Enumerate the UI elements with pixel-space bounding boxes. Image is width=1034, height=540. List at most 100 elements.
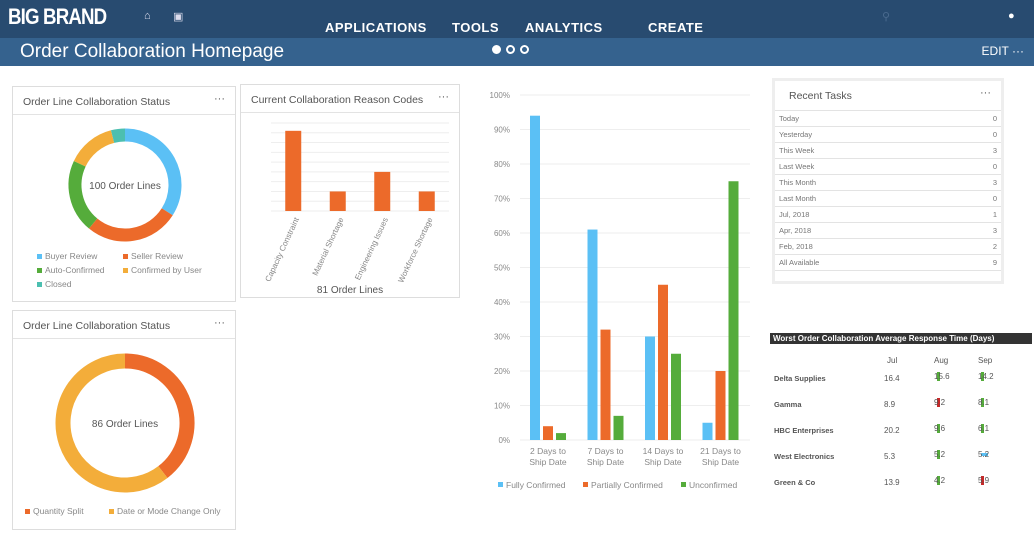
legend-swatch — [25, 509, 30, 515]
down-arrow-icon — [981, 372, 984, 382]
ship-date-chart: 0% 10% 20% 30% 40% 50% 60% 70% 80% 90% 100% 2 Days … — [490, 91, 750, 490]
x-tick-label: Engineering Issues — [353, 216, 390, 281]
x-tick-label: Ship Date — [587, 457, 625, 467]
nav-create[interactable]: CREATE — [648, 20, 704, 35]
task-count: 0 — [955, 190, 1001, 208]
legend-swatch — [681, 482, 686, 487]
pager-dot[interactable] — [492, 45, 501, 54]
value-sep: 14.2 — [978, 372, 994, 381]
nav-applications[interactable]: APPLICATIONS — [325, 20, 427, 35]
x-tick-label: 2 Days to — [530, 446, 566, 456]
legend-label: Seller Review — [131, 251, 183, 261]
table-row[interactable]: West Electronics 5.3 5.2 5.2 — [770, 444, 1032, 470]
supplier-name: Gamma — [774, 400, 802, 409]
task-period: Today — [775, 111, 956, 128]
x-tick-label: 14 Days to — [643, 446, 684, 456]
recent-tasks-card: Recent Tasks ··· Today 0 Yesterday 0 This Wee… — [772, 78, 1004, 284]
table-row[interactable]: All Available 9 — [775, 254, 1001, 272]
supplier-name: West Electronics — [774, 452, 835, 461]
value-aug: 9.2 — [934, 398, 946, 407]
task-count: 0 — [955, 111, 1001, 128]
brand-logo[interactable]: BIG BRAND — [8, 4, 107, 29]
x-tick-label: Workforce Shortage — [396, 216, 434, 285]
legend-label: Partially Confirmed — [591, 480, 663, 490]
edit-button[interactable]: EDIT ··· — [982, 44, 1024, 58]
down-arrow-icon — [937, 424, 940, 434]
legend-item[interactable]: Buyer Review — [37, 251, 97, 261]
value-aug: 15.6 — [934, 372, 950, 381]
calendar-icon[interactable]: ▣ — [173, 11, 184, 23]
bar — [285, 130, 302, 211]
bar — [658, 284, 668, 440]
legend-swatch — [37, 254, 42, 260]
table-row[interactable]: This Week 3 — [775, 142, 1001, 160]
more-icon[interactable]: ··· — [1012, 44, 1024, 58]
legend-item[interactable]: Auto-Confirmed — [37, 265, 105, 275]
table-row[interactable]: Today 0 — [775, 111, 1001, 128]
donut-center-label: 100 Order Lines — [89, 181, 161, 192]
more-icon[interactable]: ··· — [214, 93, 225, 105]
table-row[interactable]: This Month 3 — [775, 174, 1001, 192]
table-row[interactable]: HBC Enterprises 20.2 9.6 6.1 — [770, 418, 1032, 444]
col-header: Aug — [934, 356, 949, 365]
legend-label: Quantity Split — [33, 506, 84, 516]
nav-analytics[interactable]: ANALYTICS — [525, 20, 603, 35]
x-tick-label: 7 Days to — [588, 446, 624, 456]
bar — [613, 415, 624, 440]
col-header: Sep — [978, 356, 993, 365]
page-pager — [492, 45, 529, 54]
legend-item[interactable]: Seller Review — [123, 251, 183, 261]
more-icon[interactable]: ··· — [214, 317, 225, 329]
x-tick-label: Ship Date — [702, 457, 740, 467]
page-header: Order Collaboration Homepage EDIT ··· — [0, 38, 1034, 66]
pager-dot[interactable] — [506, 45, 515, 54]
legend-swatch — [123, 268, 128, 274]
x-tick-label: Material Shortage — [311, 216, 346, 278]
top-nav-bar: BIG BRAND ⌂ ▣ APPLICATIONS TOOLS ANALYTI… — [0, 0, 1034, 38]
more-icon[interactable]: ··· — [980, 87, 991, 99]
table-row[interactable]: Gamma 8.9 9.2 8.1 — [770, 392, 1032, 418]
y-tick-label: 10% — [494, 402, 510, 411]
table-row[interactable]: Feb, 2018 2 — [775, 238, 1001, 256]
table-row[interactable]: Last Month 0 — [775, 190, 1001, 208]
x-tick-label: Ship Date — [644, 457, 682, 467]
donut-slice — [124, 128, 182, 216]
x-tick-label: Ship Date — [529, 457, 567, 467]
search-icon[interactable]: ⚲ — [882, 11, 891, 23]
table-row[interactable]: Apr, 2018 3 — [775, 222, 1001, 240]
legend-swatch — [498, 482, 503, 487]
more-icon[interactable]: ··· — [438, 91, 449, 103]
legend-item[interactable]: Date or Mode Change Only — [109, 506, 220, 516]
nav-tools[interactable]: TOOLS — [452, 20, 500, 35]
donut-slice — [124, 353, 195, 479]
donut-center-label: 86 Order Lines — [92, 419, 158, 430]
table-row[interactable]: Green & Co 13.9 4.2 5.9 — [770, 470, 1032, 496]
donut-slice — [55, 353, 168, 493]
home-icon[interactable]: ⌂ — [144, 10, 151, 22]
user-icon[interactable]: ● — [1008, 10, 1015, 22]
task-period: Yesterday — [775, 126, 956, 144]
value-sep: 5.2 — [978, 450, 990, 459]
value-sep: 8.1 — [978, 398, 990, 407]
task-period: Apr, 2018 — [775, 222, 956, 240]
task-period: Feb, 2018 — [775, 238, 956, 256]
legend-swatch — [37, 268, 42, 274]
legend-item[interactable]: Quantity Split — [25, 506, 84, 516]
table-row[interactable]: Yesterday 0 — [775, 126, 1001, 144]
table-row[interactable]: Last Week 0 — [775, 158, 1001, 176]
value-jul: 8.9 — [884, 400, 896, 409]
worst-response-table: Worst Order Collaboration Average Respon… — [770, 333, 1032, 496]
task-period: Jul, 2018 — [775, 206, 956, 224]
pager-dot[interactable] — [520, 45, 529, 54]
x-tick-label: 21 Days to — [700, 446, 741, 456]
donut1-chart: 100 Order Lines — [68, 128, 182, 242]
legend-item[interactable]: Closed — [37, 279, 71, 289]
legend-swatch — [583, 482, 588, 487]
value-jul: 5.3 — [884, 452, 896, 461]
bar — [671, 353, 681, 440]
task-count: 2 — [955, 238, 1001, 256]
table-row[interactable]: Jul, 2018 1 — [775, 206, 1001, 224]
legend-label: Closed — [45, 279, 72, 289]
legend-item[interactable]: Confirmed by User — [123, 265, 202, 275]
table-row[interactable]: Delta Supplies 16.4 15.6 14.2 — [770, 366, 1032, 392]
